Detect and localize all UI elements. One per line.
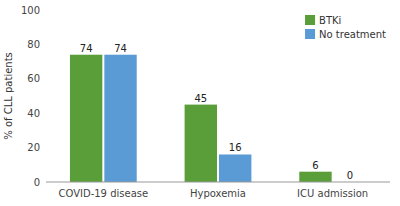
data-label: 74 bbox=[114, 43, 127, 54]
x-axis: COVID-19 disease Hypoxemia ICU admission bbox=[58, 188, 368, 199]
tick-label: COVID-19 disease bbox=[58, 188, 148, 199]
y-axis: 0 20 40 60 80 100 bbox=[21, 5, 40, 188]
bar bbox=[219, 154, 251, 182]
legend-label: BTKi bbox=[319, 15, 341, 26]
tick-label: ICU admission bbox=[297, 188, 368, 199]
legend-swatch bbox=[305, 29, 315, 39]
bar bbox=[185, 105, 217, 182]
legend: BTKi No treatment bbox=[305, 15, 386, 40]
bars bbox=[70, 55, 332, 182]
data-labels: 74 45 6 74 16 0 bbox=[80, 43, 353, 181]
legend-item: BTKi bbox=[305, 15, 341, 26]
data-label: 45 bbox=[194, 93, 207, 104]
tick-label: 20 bbox=[27, 142, 40, 153]
tick-label: 40 bbox=[27, 108, 40, 119]
data-label: 74 bbox=[80, 43, 93, 54]
data-label: 0 bbox=[347, 170, 353, 181]
x-axis-line bbox=[46, 182, 390, 183]
legend-label: No treatment bbox=[319, 29, 386, 40]
tick-label: 80 bbox=[27, 39, 40, 50]
tick-label: Hypoxemia bbox=[190, 188, 246, 199]
data-label: 6 bbox=[312, 160, 318, 171]
chart: 0 20 40 60 80 100 % of CLL patients 74 45 6 74 16 0 C… bbox=[0, 0, 400, 206]
legend-item: No treatment bbox=[305, 29, 386, 40]
data-label: 16 bbox=[229, 142, 242, 153]
tick-label: 0 bbox=[34, 177, 40, 188]
tick-label: 100 bbox=[21, 5, 40, 16]
bar bbox=[104, 55, 136, 182]
tick-label: 60 bbox=[27, 73, 40, 84]
bar bbox=[70, 55, 102, 182]
axis-label: % of CLL patients bbox=[3, 52, 14, 140]
bar bbox=[299, 172, 331, 182]
legend-swatch bbox=[305, 15, 315, 25]
